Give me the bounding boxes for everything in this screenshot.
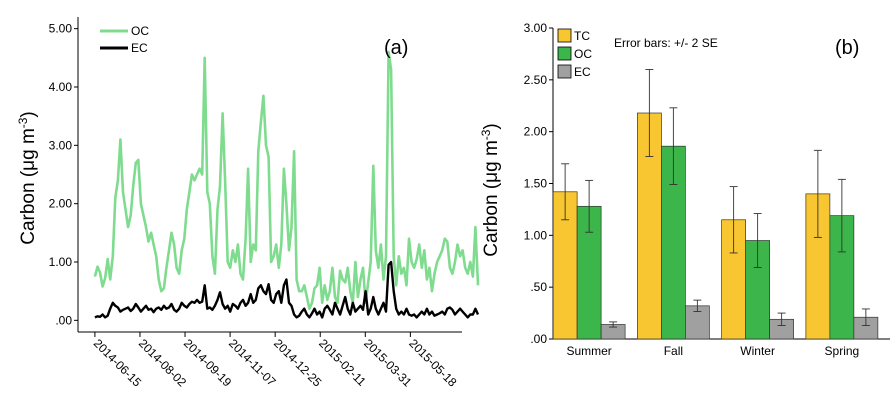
category-label: Fall <box>664 344 683 358</box>
category-label: Spring <box>825 344 860 358</box>
series-line-ec <box>94 260 480 319</box>
panel-a-y-axis-label: Carbon (μg m-3) <box>16 111 39 245</box>
a-xtick-label: 2015-03-31 <box>361 336 415 390</box>
legend-oc-swatch-b <box>557 46 572 61</box>
panel-b-label: (b) <box>835 37 859 59</box>
category-label: Summer <box>566 344 611 358</box>
a-ytick-label: 5.00 <box>49 22 73 36</box>
legend-oc-label-b: OC <box>574 47 592 61</box>
a-ytick-label: 2.00 <box>49 197 73 211</box>
a-ytick-label: 3.00 <box>49 138 73 152</box>
legend-tc-swatch <box>557 28 572 43</box>
a-ytick-label: 4.00 <box>49 80 73 94</box>
a-xtick-label: 2014-11-07 <box>226 336 279 389</box>
error-bar-note: Error bars: +/- 2 SE <box>614 36 718 50</box>
b-ytick-label: 3.00 <box>524 21 548 35</box>
panel-b-y-axis-label: Carbon (μg m-3) <box>479 123 502 257</box>
b-ytick-label: .50 <box>530 280 547 294</box>
a-xtick-label: 2014-06-15 <box>91 336 145 390</box>
a-xtick-label: 2015-02-11 <box>316 336 369 389</box>
a-ytick-label: .00 <box>55 313 72 327</box>
b-ytick-label: 1.00 <box>524 228 548 242</box>
b-ytick-label: .00 <box>530 332 547 346</box>
panel-a: .001.002.003.004.005.00 2014-06-152014-0… <box>16 17 480 390</box>
legend-ec-label-b: EC <box>574 65 591 79</box>
panel-b-legend: TC OC EC <box>557 28 592 79</box>
b-ytick-label: 2.50 <box>524 73 548 87</box>
b-ytick-label: 1.50 <box>524 177 548 191</box>
legend-tc-label: TC <box>574 29 590 43</box>
a-xtick-label: 2014-09-19 <box>181 336 235 390</box>
panel-a-label: (a) <box>384 37 408 59</box>
a-xtick-label: 2015-05-18 <box>406 336 460 390</box>
a-xtick-label: 2014-08-02 <box>136 336 190 390</box>
legend-ec-label: EC <box>131 41 148 55</box>
category-label: Winter <box>740 344 775 358</box>
a-ytick-label: 1.00 <box>49 255 73 269</box>
legend-ec-swatch-b <box>557 64 572 79</box>
a-xtick-label: 2014-12-25 <box>271 336 325 390</box>
b-ytick-label: 2.00 <box>524 125 548 139</box>
legend-oc-label: OC <box>131 24 149 38</box>
panel-a-legend: OC EC <box>100 24 149 55</box>
panel-b: .00 .50 1.00 1.50 2.00 2.50 3.00 Summer Fall Win… <box>479 21 890 358</box>
series-line-oc <box>93 50 480 311</box>
